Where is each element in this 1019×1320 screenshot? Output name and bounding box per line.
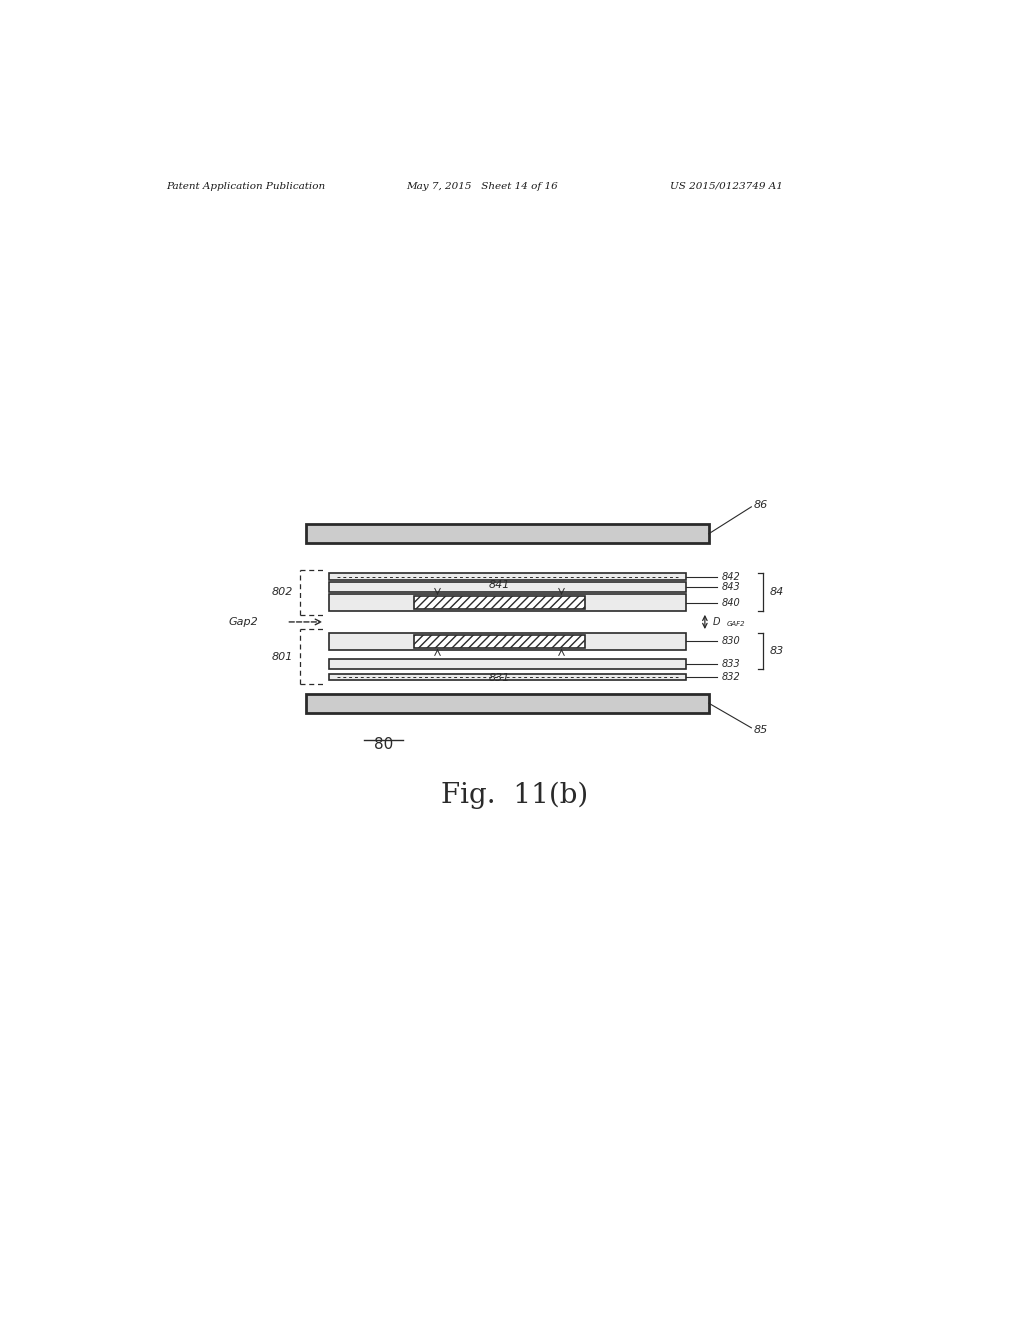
Text: D: D bbox=[712, 616, 719, 627]
Text: 83: 83 bbox=[768, 645, 783, 656]
Text: Fig.  11(b): Fig. 11(b) bbox=[441, 781, 588, 809]
Text: 85: 85 bbox=[753, 725, 767, 735]
Text: US 2015/0123749 A1: US 2015/0123749 A1 bbox=[669, 182, 783, 190]
Bar bbox=[329, 594, 685, 611]
Text: 842: 842 bbox=[721, 572, 740, 582]
Text: Gap2: Gap2 bbox=[228, 616, 258, 627]
Text: 841: 841 bbox=[488, 581, 510, 590]
Bar bbox=[329, 659, 685, 669]
Bar bbox=[414, 635, 584, 648]
Bar bbox=[414, 597, 584, 610]
Bar bbox=[329, 582, 685, 591]
Bar bbox=[306, 693, 708, 713]
Text: 802: 802 bbox=[272, 587, 293, 597]
Bar bbox=[329, 673, 685, 681]
Text: 840: 840 bbox=[721, 598, 740, 607]
Text: 84: 84 bbox=[768, 587, 783, 597]
Text: 830: 830 bbox=[721, 636, 740, 647]
Text: 86: 86 bbox=[753, 499, 767, 510]
Text: 801: 801 bbox=[272, 652, 293, 661]
Text: 833: 833 bbox=[721, 659, 740, 669]
Bar bbox=[306, 524, 708, 544]
Text: 843: 843 bbox=[721, 582, 740, 591]
Text: 831: 831 bbox=[488, 673, 510, 682]
Text: May 7, 2015   Sheet 14 of 16: May 7, 2015 Sheet 14 of 16 bbox=[407, 182, 557, 190]
Text: 80: 80 bbox=[373, 738, 392, 752]
Text: Patent Application Publication: Patent Application Publication bbox=[166, 182, 325, 190]
Bar bbox=[329, 632, 685, 649]
Bar bbox=[329, 573, 685, 581]
Text: 832: 832 bbox=[721, 672, 740, 682]
Text: GAF2: GAF2 bbox=[726, 622, 745, 627]
